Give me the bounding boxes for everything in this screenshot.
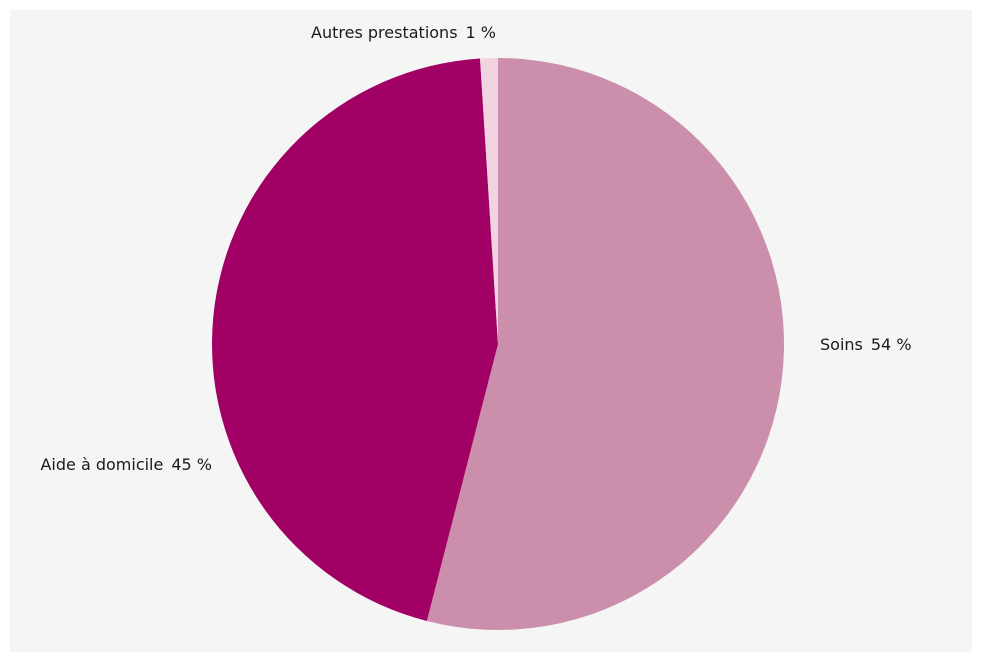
pie-slice-soins [426,57,785,631]
slice-label-aide-a-domicile: Aide à domicile 45 % [40,455,212,474]
pie-slices [211,57,785,631]
pie-slice-autres-prestations [480,57,498,344]
pie-slice-aide-à-domicile [211,58,498,622]
slice-label-autres-prestations: Autres prestations 1 % [311,23,496,42]
slice-label-soins: Soins 54 % [820,335,912,354]
